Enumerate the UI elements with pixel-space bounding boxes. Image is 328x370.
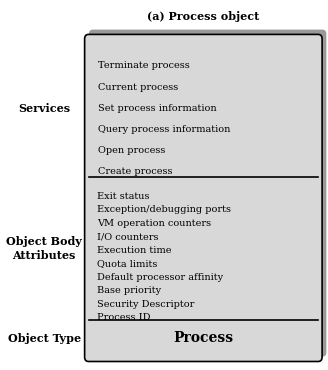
- Text: Open process: Open process: [98, 146, 166, 155]
- Text: Exception/debugging ports: Exception/debugging ports: [97, 205, 231, 214]
- Text: Process: Process: [173, 331, 234, 345]
- FancyBboxPatch shape: [85, 34, 322, 361]
- Text: Quota limits: Quota limits: [97, 259, 157, 268]
- Text: Current process: Current process: [98, 83, 179, 91]
- Text: VM operation counters: VM operation counters: [97, 219, 211, 228]
- Text: Query process information: Query process information: [98, 125, 231, 134]
- FancyBboxPatch shape: [89, 30, 326, 357]
- Text: Exit status: Exit status: [97, 192, 149, 201]
- Text: Terminate process: Terminate process: [98, 61, 190, 70]
- Text: Base priority: Base priority: [97, 286, 161, 295]
- Text: I/O counters: I/O counters: [97, 232, 158, 241]
- Text: Process ID: Process ID: [97, 313, 150, 322]
- Text: Execution time: Execution time: [97, 246, 171, 255]
- Text: Object Type: Object Type: [8, 333, 81, 344]
- Text: Object Body
Attributes: Object Body Attributes: [6, 236, 82, 261]
- Text: Default processor affinity: Default processor affinity: [97, 273, 223, 282]
- Text: (a) Process object: (a) Process object: [147, 11, 259, 22]
- Text: Create process: Create process: [98, 167, 173, 176]
- Text: Services: Services: [18, 102, 70, 114]
- Text: Security Descriptor: Security Descriptor: [97, 300, 194, 309]
- Text: Set process information: Set process information: [98, 104, 217, 113]
